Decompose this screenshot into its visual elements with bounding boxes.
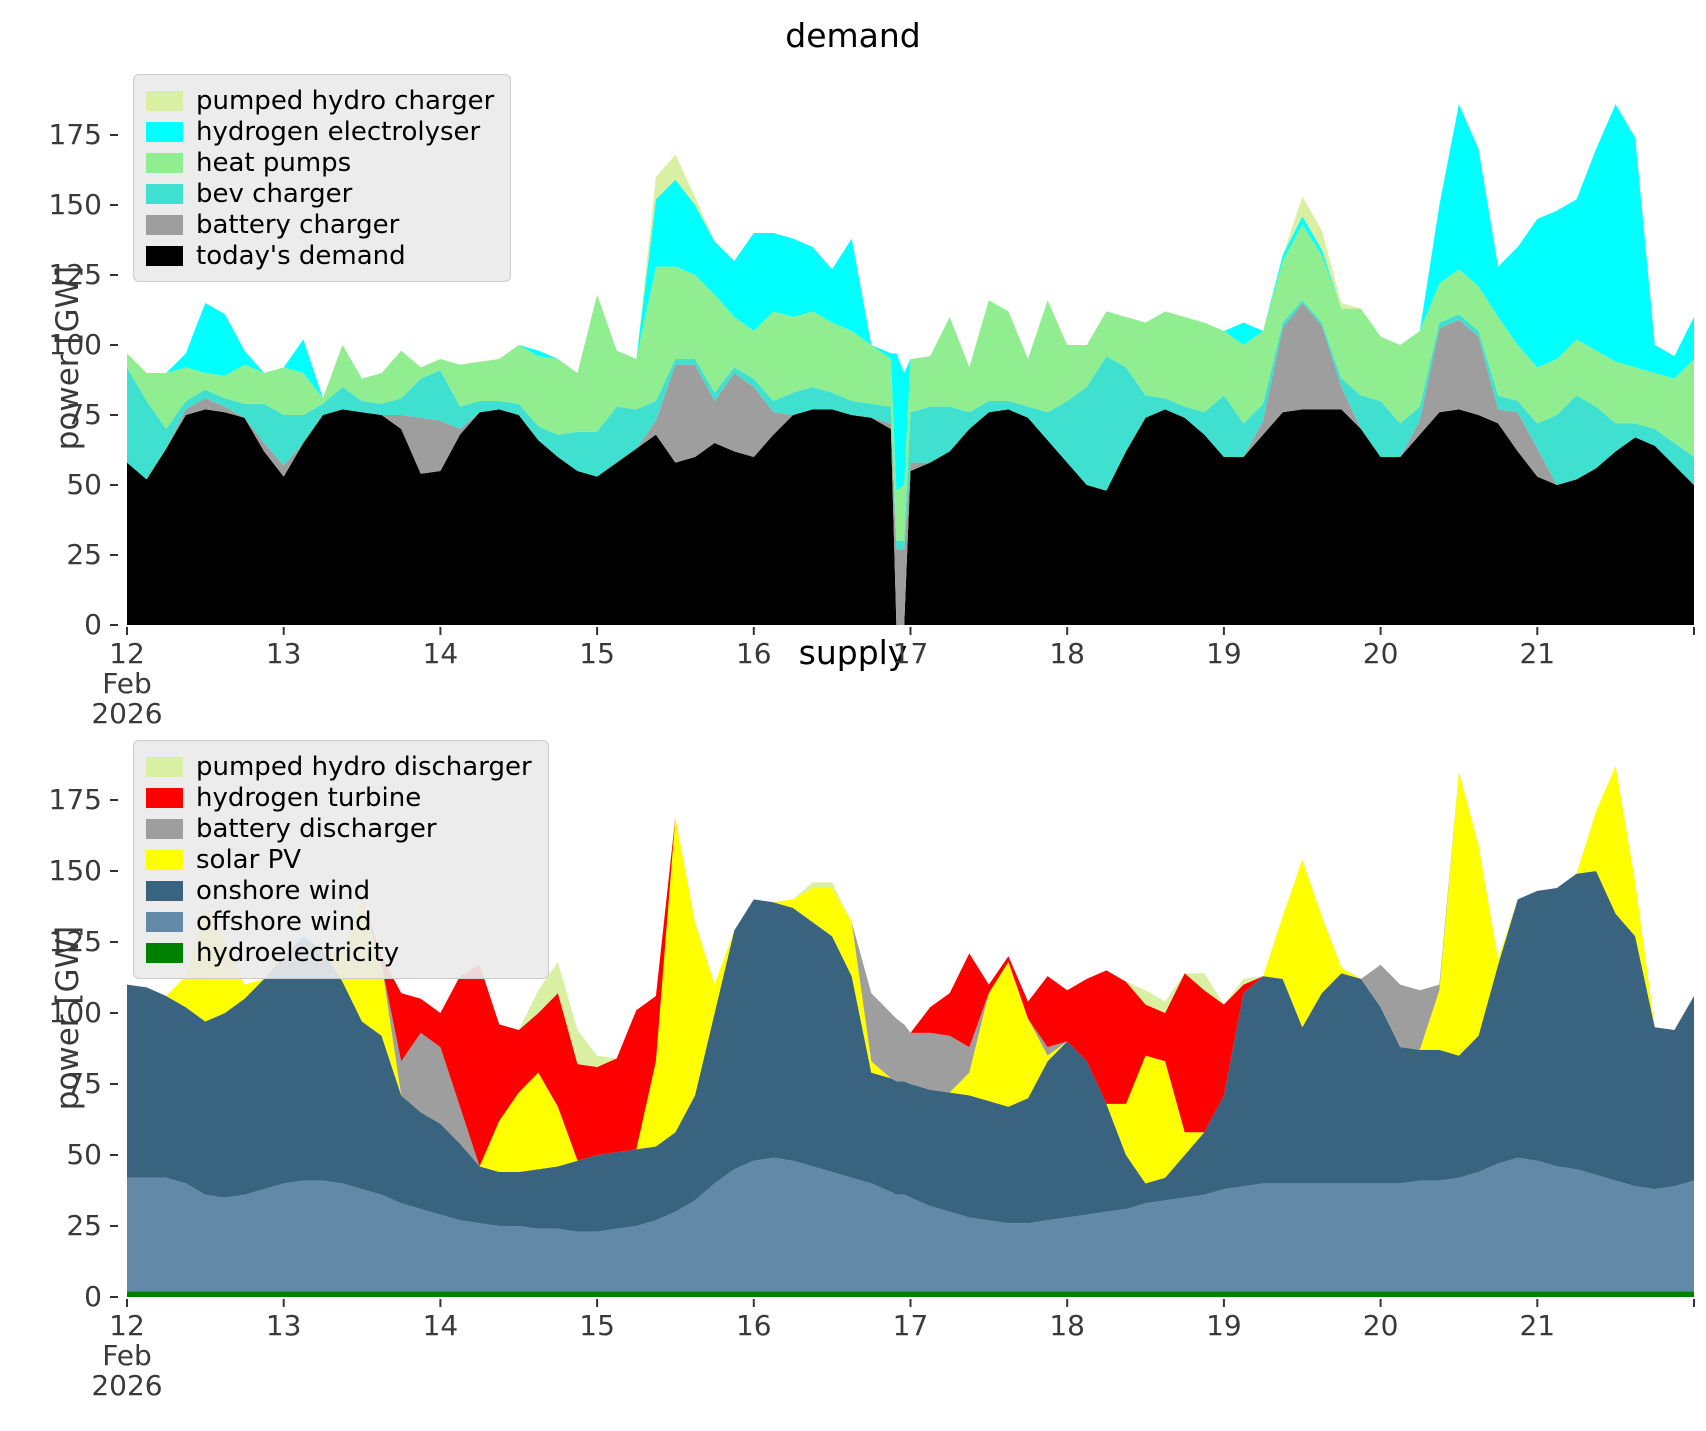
legend-item-demand-1: hydrogen electrolyser	[146, 116, 494, 147]
legend-label-demand-4: battery charger	[196, 209, 400, 240]
legend-item-supply-0: pumped hydro discharger	[146, 751, 532, 782]
area-supply-solar-pv	[127, 765, 1694, 1184]
legend-swatch-demand-2	[146, 152, 183, 173]
legend-swatch-supply-6	[146, 942, 183, 963]
y-tick-label-demand-125: 125	[48, 258, 102, 291]
x-tick-label-demand-17: 17	[892, 637, 929, 670]
legend-swatch-demand-1	[146, 121, 183, 142]
legend-swatch-supply-4	[146, 880, 183, 901]
legend-swatch-demand-0	[146, 90, 183, 111]
area-supply-offshore-wind	[127, 1157, 1694, 1292]
y-tick-label-supply-150: 150	[48, 854, 102, 887]
x-tick-label-demand-21: 21	[1519, 637, 1556, 670]
x-tick-label-supply-14: 14	[422, 1309, 459, 1342]
legend-swatch-supply-5	[146, 911, 183, 932]
y-tick-label-demand-75: 75	[66, 398, 102, 431]
legend-label-supply-3: solar PV	[196, 844, 302, 875]
x-tick-label-demand-18: 18	[1049, 637, 1085, 670]
y-tick-label-demand-100: 100	[48, 328, 102, 361]
legend-item-demand-3: bev charger	[146, 178, 494, 209]
legend-label-supply-0: pumped hydro discharger	[196, 751, 532, 782]
legend-label-supply-6: hydroelectricity	[196, 937, 400, 968]
x-tick-label-demand-20: 20	[1362, 637, 1399, 670]
y-tick-label-demand-150: 150	[48, 188, 102, 221]
y-tick-label-supply-75: 75	[66, 1067, 102, 1100]
area-demand-bev-charger	[127, 300, 1694, 550]
x-tick-label-demand-19: 19	[1206, 637, 1242, 670]
legend-label-supply-4: onshore wind	[196, 875, 371, 906]
legend-item-supply-1: hydrogen turbine	[146, 782, 532, 813]
legend-swatch-demand-4	[146, 214, 183, 235]
y-tick-label-supply-125: 125	[48, 925, 102, 958]
supply-chart-title: supply	[798, 633, 908, 672]
legend-swatch-supply-1	[146, 787, 183, 808]
legend-label-demand-3: bev charger	[196, 178, 353, 209]
legend-item-demand-5: today's demand	[146, 240, 494, 271]
legend-item-demand-0: pumped hydro charger	[146, 85, 494, 116]
legend-swatch-supply-3	[146, 849, 183, 870]
y-tick-label-supply-100: 100	[48, 996, 102, 1029]
legend-item-supply-4: onshore wind	[146, 875, 532, 906]
demand-legend: pumped hydro charger hydrogen electrolyse…	[133, 74, 512, 282]
x-tick-label-supply-19: 19	[1206, 1309, 1242, 1342]
x-tick-label-demand-13: 13	[265, 637, 302, 670]
area-supply-hydrogen-turbine	[127, 765, 1694, 1167]
x-tick-label-demand-12: 12 Feb 2026	[91, 637, 163, 730]
supply-legend: pumped hydro discharger hydrogen turbine b…	[133, 740, 549, 979]
legend-label-demand-0: pumped hydro charger	[196, 85, 495, 116]
demand-chart-title: demand	[785, 16, 921, 55]
area-supply-onshore-wind	[127, 871, 1694, 1232]
x-tick-label-supply-20: 20	[1362, 1309, 1399, 1342]
legend-swatch-supply-0	[146, 756, 183, 777]
y-tick-label-demand-25: 25	[66, 538, 102, 571]
legend-label-demand-1: hydrogen electrolyser	[196, 116, 481, 147]
legend-item-supply-6: hydroelectricity	[146, 937, 532, 968]
legend-label-supply-5: offshore wind	[196, 906, 372, 937]
area-demand-heat-pumps	[127, 224, 1694, 541]
y-tick-label-supply-0: 0	[84, 1280, 102, 1313]
y-tick-label-demand-50: 50	[66, 468, 102, 501]
legend-swatch-supply-2	[146, 818, 183, 839]
y-tick-label-demand-0: 0	[84, 608, 102, 641]
legend-item-demand-4: battery charger	[146, 209, 494, 240]
legend-item-demand-2: heat pumps	[146, 147, 494, 178]
legend-swatch-demand-3	[146, 183, 183, 204]
legend-label-supply-2: battery discharger	[196, 813, 437, 844]
area-demand-todays-demand	[127, 409, 1694, 625]
legend-swatch-demand-5	[146, 245, 183, 266]
x-tick-label-supply-13: 13	[265, 1309, 302, 1342]
legend-label-supply-1: hydrogen turbine	[196, 782, 422, 813]
legend-label-demand-5: today's demand	[196, 240, 406, 271]
y-tick-label-demand-175: 175	[48, 118, 102, 151]
legend-item-supply-3: solar PV	[146, 844, 532, 875]
x-tick-label-supply-17: 17	[892, 1309, 929, 1342]
x-tick-label-supply-16: 16	[735, 1309, 772, 1342]
x-tick-label-demand-15: 15	[579, 637, 615, 670]
x-tick-label-demand-14: 14	[422, 637, 459, 670]
legend-item-supply-5: offshore wind	[146, 906, 532, 937]
legend-item-supply-2: battery discharger	[146, 813, 532, 844]
area-supply-hydroelectricity	[127, 1291, 1694, 1297]
x-tick-label-supply-21: 21	[1519, 1309, 1556, 1342]
x-tick-label-demand-16: 16	[735, 637, 772, 670]
legend-label-demand-2: heat pumps	[196, 147, 352, 178]
x-tick-label-supply-18: 18	[1049, 1309, 1085, 1342]
area-demand-battery-charger	[127, 303, 1694, 625]
y-tick-label-supply-50: 50	[66, 1138, 102, 1171]
x-tick-label-supply-15: 15	[579, 1309, 615, 1342]
y-tick-label-supply-175: 175	[48, 783, 102, 816]
y-tick-label-supply-25: 25	[66, 1209, 102, 1242]
area-supply-battery-discharger	[127, 765, 1694, 1167]
x-tick-label-supply-12: 12 Feb 2026	[91, 1309, 163, 1402]
